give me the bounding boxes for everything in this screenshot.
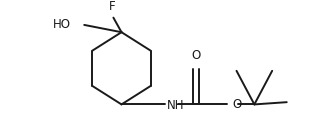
Text: HO: HO bbox=[53, 18, 71, 31]
Text: O: O bbox=[233, 98, 242, 111]
Text: F: F bbox=[109, 0, 115, 13]
Text: NH: NH bbox=[167, 99, 184, 112]
Text: O: O bbox=[191, 49, 201, 62]
